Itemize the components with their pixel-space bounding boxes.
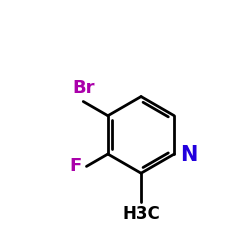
Text: N: N — [180, 145, 197, 165]
Text: H3C: H3C — [122, 204, 160, 222]
Text: F: F — [70, 158, 82, 176]
Text: Br: Br — [72, 79, 94, 97]
